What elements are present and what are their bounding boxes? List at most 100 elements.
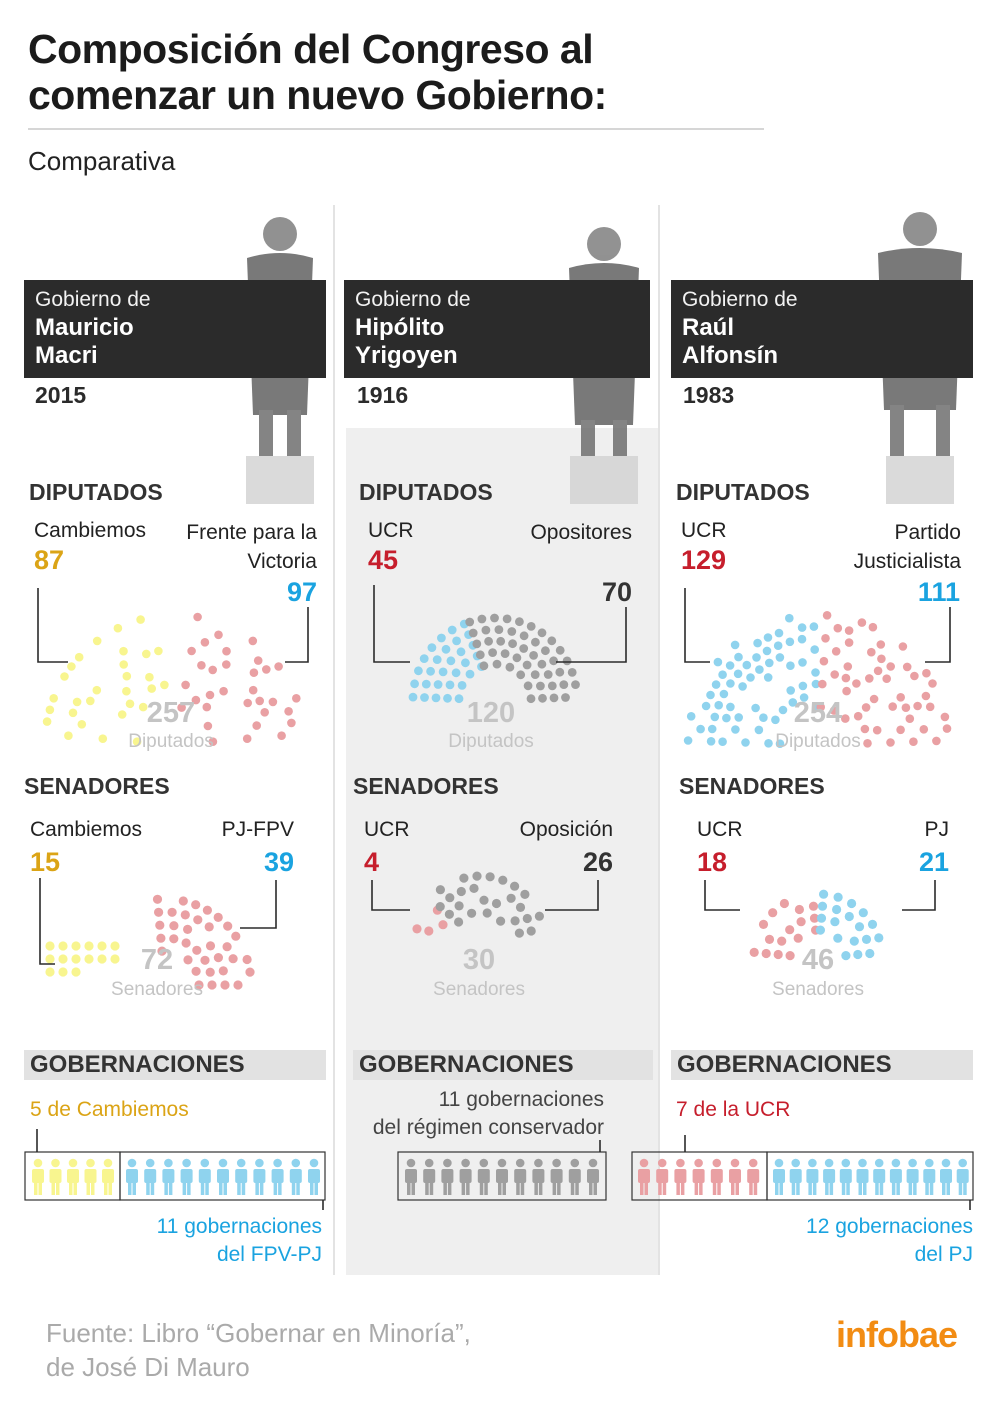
seat-dot [200,638,210,647]
party-seat-count: 26 [582,847,613,877]
seat-dot [523,681,533,691]
governor-icon-leg [925,1182,929,1195]
government-prefix: Gobierno de [35,288,151,311]
governor-icon-leg [896,1182,900,1195]
governor-icon-leg [51,1182,55,1195]
governor-icon [748,1158,758,1168]
seat-dot [461,658,470,668]
governor-icon-leg [241,1182,246,1195]
governor-icon-leg [73,1182,77,1195]
section-header-gobernaciones: GOBERNACIONES [671,1050,973,1080]
label-connector [240,880,277,929]
seat-dot [169,921,179,931]
governor-icon-leg [913,1182,917,1195]
seat-dot [84,954,94,964]
seat-dot [68,708,78,718]
governor-icon-leg [255,1182,259,1195]
seat-dot [882,674,891,683]
governor-icon-leg [593,1182,597,1195]
page-title: Composición del Congreso al comenzar un … [28,26,607,118]
seat-dot [822,611,832,620]
seat-dot [758,919,769,930]
label-connector [704,880,740,911]
governor-icon-leg [575,1182,579,1195]
governor-icon-body [656,1169,669,1183]
gobernaciones-frame [766,1151,974,1201]
governor-icon [103,1158,113,1168]
seat-dot [809,913,820,923]
seat-dot [922,668,931,678]
governor-icon [273,1158,282,1168]
governor-icon [255,1158,264,1168]
seat-dot [940,712,950,722]
seat-dot [531,637,540,647]
seat-dot [830,917,840,927]
governor-icon-leg [908,1182,913,1195]
seat-dot [547,636,557,646]
seat-dot [830,670,839,679]
governor-icon-leg [946,1182,950,1195]
governor-icon-body [806,1169,819,1183]
governor-icon-leg [278,1182,282,1195]
chamber-total: 120 [466,697,516,729]
seat-dot [86,696,95,706]
gobernaciones-label: 5 de Cambiemos [30,1098,189,1121]
seat-dot [726,702,735,712]
seat-dot [549,693,559,703]
governor-icon-leg [310,1182,314,1195]
governor-icon-body [839,1169,852,1183]
seat-dot [498,875,508,885]
governor-icon-leg [407,1182,411,1195]
seat-dot [718,737,727,746]
seat-dot [58,954,68,964]
governor-icon-leg [662,1182,667,1195]
seat-dot [92,636,102,646]
governor-icon [958,1158,967,1168]
governor-icon-leg [150,1182,155,1195]
seat-dot [865,674,874,683]
seat-dot [714,700,723,710]
party-seat-count: 15 [30,847,61,877]
party-seat-count: 18 [697,847,728,877]
seat-dot [896,725,905,735]
seat-dot [454,694,464,704]
seat-dot [726,679,735,688]
governor-icon-body [568,1169,581,1183]
seat-dot [788,698,798,707]
seat-dot [559,680,569,689]
party-label: PJ-FPV [221,818,294,841]
seat-dot [465,617,475,627]
seat-dot [132,737,142,746]
government-prefix: Gobierno de [355,288,471,311]
governor-icon-leg [461,1182,466,1195]
seat-dot [71,954,81,964]
governor-icon [86,1158,95,1168]
governor-icon-leg [200,1182,205,1195]
governor-icon [712,1158,722,1168]
governor-icon [461,1158,470,1168]
seat-dot [731,725,740,734]
seat-dot [508,639,517,649]
title-divider [28,128,764,130]
seat-dot [213,912,223,923]
governor-icon-body [144,1169,157,1183]
seat-dot [203,721,213,731]
seat-dot [798,681,808,691]
party-seat-count: 111 [917,577,960,607]
governor-icon [182,1158,191,1168]
seat-dot [797,634,807,644]
governor-icon-body [235,1169,248,1183]
seat-dot [249,668,259,677]
seat-dot [725,661,735,670]
governor-icon-leg [644,1182,648,1195]
seat-dot [852,679,861,688]
seat-dot [260,708,270,717]
seat-dot [477,614,487,624]
seat-dot [67,662,76,671]
label-connector [902,880,936,911]
seat-dot [534,911,545,921]
governor-icon-leg [929,1182,934,1195]
seat-dot [507,627,517,636]
seat-dot [468,628,478,638]
governor-icon [908,1158,917,1168]
